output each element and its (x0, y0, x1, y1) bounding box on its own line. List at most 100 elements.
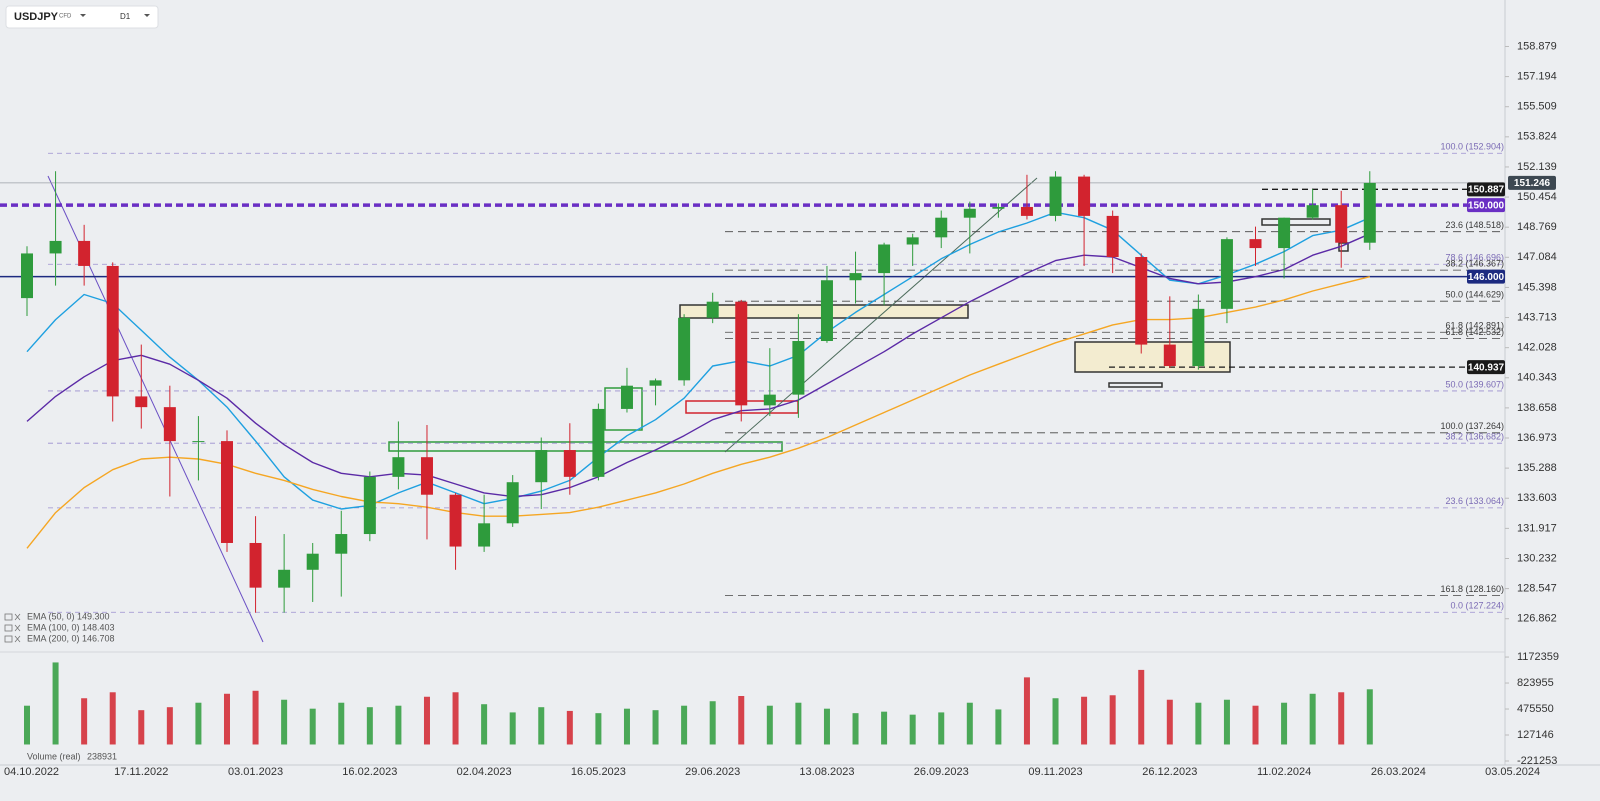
candle-body (792, 341, 805, 395)
volume-bar (1052, 698, 1059, 745)
fib-label: 50.0 (139.607) (1445, 379, 1504, 389)
volume-bar (109, 692, 116, 745)
legend-entry[interactable]: EMA (100, 0) 148.403 (27, 622, 115, 632)
fib-label: 38.2 (146.367) (1445, 258, 1504, 268)
legend-entry[interactable]: EMA (50, 0) 149.300 (27, 611, 110, 621)
candle-body (1078, 176, 1091, 216)
candle-body (21, 253, 33, 299)
price-labels: 151.246 150.887 150.000 146.000 140.937 (1467, 175, 1556, 375)
candle-body (1306, 205, 1319, 218)
candle-body (335, 534, 348, 554)
candle-body (1020, 206, 1033, 216)
volume-bar (1309, 693, 1316, 745)
candle-body (1249, 239, 1262, 249)
y-tick-label: 158.879 (1517, 40, 1557, 52)
selector-box (5, 5, 159, 29)
volume-bar (138, 710, 145, 745)
volume-bar (1109, 695, 1116, 745)
volume-bar (1166, 699, 1173, 745)
symbol[interactable]: USDJPY (14, 11, 59, 23)
fib-label: 100.0 (137.264) (1440, 421, 1504, 431)
candle-body (363, 476, 376, 535)
volume-bar (481, 704, 488, 745)
legend: EMA (50, 0) 149.300 EMA (100, 0) 148.403… (27, 611, 117, 761)
y-tick-label: 142.028 (1517, 342, 1557, 354)
volume-bar (252, 690, 259, 745)
candle-body (820, 280, 833, 342)
candle-body (592, 408, 605, 477)
legend-icon (4, 613, 13, 621)
y-tick-label: 152.139 (1517, 161, 1557, 173)
volume-bar (1195, 702, 1202, 745)
fib-label: 50.0 (144.629) (1445, 290, 1504, 300)
candle-body (306, 553, 319, 570)
volume-bar (709, 701, 716, 745)
y-tick-label: 145.398 (1517, 281, 1557, 293)
fib-label: 23.6 (133.064) (1445, 496, 1504, 506)
dropdown-arrow[interactable] (80, 14, 86, 17)
candle-body (49, 240, 62, 254)
volume-tick-label: 127146 (1517, 729, 1554, 741)
volume-bar (366, 707, 373, 745)
zone (1108, 382, 1163, 388)
volume-bar (881, 711, 888, 745)
volume-bar (852, 713, 859, 745)
volume-bar (166, 707, 173, 745)
volume-bar (738, 696, 745, 745)
y-tick-label: 143.713 (1517, 311, 1557, 323)
x-tick-label: 13.08.2023 (799, 766, 854, 778)
volume-bar (566, 710, 573, 745)
y-tick-label: 136.973 (1517, 432, 1557, 444)
volume-bar (195, 702, 202, 745)
y-tick-label: 150.454 (1517, 191, 1557, 203)
x-tick-label: 16.05.2023 (571, 766, 626, 778)
volume-bar (766, 705, 773, 745)
volume-bar (1252, 705, 1259, 745)
candle-body (1220, 239, 1233, 309)
candle-body (478, 523, 491, 547)
timeframe[interactable]: D1 (120, 12, 131, 21)
volume-bar (452, 692, 459, 745)
candle-body (649, 380, 662, 386)
volume-bar (909, 714, 916, 745)
legend-entry[interactable]: EMA (200, 0) 146.708 (27, 633, 115, 643)
legend-close (14, 635, 21, 643)
price-label: 150.887 (1468, 184, 1505, 195)
candle-body (163, 407, 176, 442)
price-label-box (1467, 360, 1505, 375)
y-tick-label: 130.232 (1517, 552, 1557, 564)
candle-body (849, 273, 862, 281)
volume-legend[interactable]: Volume (real) (27, 751, 81, 761)
volume-bars (24, 662, 1373, 745)
volume-bar (24, 705, 30, 745)
legend-close (14, 624, 21, 632)
volume-bar (1023, 677, 1030, 745)
candle-body (906, 237, 919, 245)
candle-body (992, 206, 1005, 209)
candle-body (420, 457, 433, 495)
candle-body (535, 450, 548, 483)
volume-tick-label: -221253 (1517, 755, 1557, 767)
candle-body (735, 301, 748, 406)
candle-body (278, 569, 291, 588)
candle-body (563, 450, 576, 477)
candle-body (135, 396, 148, 408)
fib-label: 61.8 (142.532) (1445, 327, 1504, 337)
candle-body (963, 208, 976, 218)
volume-bar (338, 702, 345, 745)
candle-body (763, 394, 776, 406)
dropdown-arrow[interactable] (144, 14, 150, 17)
zone (388, 441, 783, 452)
candle-body (706, 301, 719, 318)
volume-bar (223, 693, 230, 745)
price-label-box (1467, 198, 1505, 213)
price-label-box (1508, 175, 1556, 190)
volume-bar (423, 696, 430, 745)
volume-bar (309, 708, 316, 745)
symbol-selector[interactable]: USDJPY CFD D1 (5, 5, 159, 29)
volume-bar (81, 698, 88, 745)
fib-label: 23.6 (148.518) (1445, 220, 1504, 230)
y-tick-label: 131.917 (1517, 522, 1557, 534)
volume-bar (795, 702, 802, 745)
